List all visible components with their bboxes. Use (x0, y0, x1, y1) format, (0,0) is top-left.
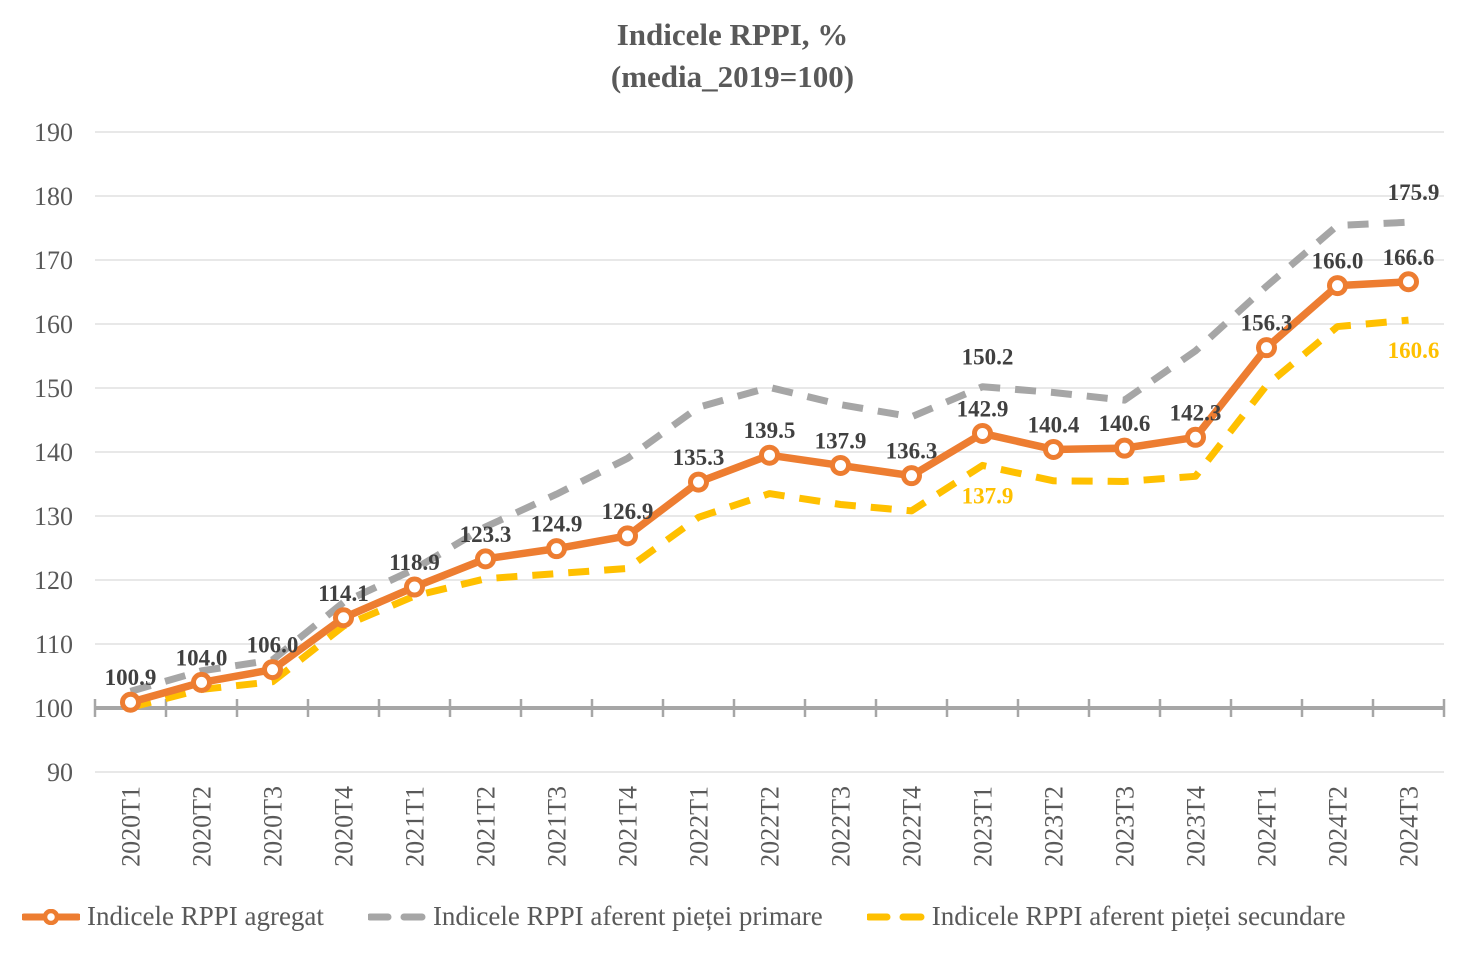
x-axis-tick-label: 2020T3 (259, 786, 288, 867)
data-label: 140.6 (1099, 411, 1151, 436)
chart-title: Indicele RPPI, % (616, 17, 849, 52)
x-axis-tick-label: 2021T4 (614, 786, 643, 867)
data-label: 150.2 (962, 345, 1014, 370)
x-axis-tick-label: 2021T3 (543, 786, 572, 867)
chart-title-block: Indicele RPPI, % (media_2019=100) (0, 14, 1465, 98)
data-label: 139.5 (744, 418, 796, 443)
data-label: 175.9 (1388, 180, 1440, 205)
data-label: 137.9 (962, 483, 1014, 508)
data-point-marker (1256, 337, 1277, 359)
legend-label-secundare: Indicele RPPI aferent pieței secundare (931, 901, 1346, 931)
data-label: 126.9 (602, 499, 654, 524)
data-label: 140.4 (1028, 412, 1080, 437)
legend-dash-gray-icon (367, 913, 426, 920)
legend-line-marker-icon (22, 908, 80, 925)
data-label: 124.9 (531, 512, 583, 537)
y-axis-tick-label: 130 (34, 502, 73, 531)
data-label: 123.3 (460, 522, 512, 547)
data-label: 118.9 (389, 550, 439, 575)
legend-label-agregat: Indicele RPPI agregat (87, 901, 324, 931)
x-axis-tick-label: 2024T2 (1324, 786, 1353, 867)
data-point-marker (475, 548, 496, 570)
data-label: 156.3 (1241, 311, 1293, 336)
data-label: 160.6 (1388, 338, 1440, 363)
data-point-marker (262, 659, 283, 681)
legend-label-primare: Indicele RPPI aferent pieței primare (432, 901, 823, 931)
x-axis-tick-label: 2024T3 (1395, 786, 1424, 867)
data-label: 106.0 (247, 633, 299, 658)
x-axis (93, 699, 1446, 717)
data-point-marker (759, 444, 780, 466)
x-axis-tick-label: 2021T1 (401, 786, 430, 867)
data-label: 114.1 (318, 581, 368, 606)
legend-item-secundare: Indicele RPPI aferent pieței secundare (866, 901, 1346, 932)
y-axis-tick-label: 150 (34, 374, 73, 403)
x-axis-labels: 2020T1 2020T2 2020T3 2020T4 2021T1 2021T2 2021… (117, 786, 1424, 867)
data-labels: 100.9 104.0 106.0 114.1 118.9 123.3 124.9 126.9… (105, 180, 1440, 690)
data-label: 104.0 (176, 645, 228, 670)
x-axis-tick-label: 2022T4 (898, 786, 927, 867)
x-axis-tick-label: 2022T3 (827, 786, 856, 867)
y-axis-tick-label: 110 (35, 630, 73, 659)
x-axis-tick-label: 2023T3 (1111, 786, 1140, 867)
y-axis-tick-label: 190 (34, 118, 73, 147)
data-point-marker (191, 671, 212, 693)
data-point-marker (901, 465, 922, 487)
chart-legend: Indicele RPPI agregat Indicele RPPI afer… (22, 901, 1452, 932)
data-point-marker (1043, 438, 1064, 460)
data-label: 100.9 (105, 665, 157, 690)
data-point-marker (404, 576, 425, 598)
data-point-marker (1398, 271, 1419, 293)
data-label: 135.3 (673, 445, 725, 470)
data-label: 142.3 (1170, 400, 1222, 425)
data-point-marker (830, 454, 851, 476)
x-axis-tick-label: 2020T1 (117, 786, 146, 867)
legend-item-agregat: Indicele RPPI agregat (22, 901, 324, 932)
y-axis-tick-label: 140 (34, 438, 73, 467)
x-axis-tick-label: 2021T2 (472, 786, 501, 867)
legend-item-primare: Indicele RPPI aferent pieței primare (367, 901, 823, 932)
data-point-marker (1185, 426, 1206, 448)
gridlines: 190 180 170 160 150 140 130 120 110 100 90 (34, 118, 1444, 787)
data-label: 142.9 (957, 396, 1009, 421)
data-point-marker (688, 471, 709, 493)
data-point-marker (546, 538, 567, 560)
data-point-marker (972, 422, 993, 444)
series-line-secundare (129, 316, 1409, 711)
data-label: 166.0 (1312, 249, 1364, 274)
x-axis-tick-label: 2020T4 (330, 786, 359, 867)
data-point-marker (120, 691, 141, 713)
y-axis-tick-label: 180 (34, 182, 73, 211)
data-point-marker (333, 607, 354, 629)
y-axis-tick-label: 160 (34, 310, 73, 339)
data-label: 166.6 (1383, 245, 1435, 270)
legend-dash-yellow-icon (866, 913, 925, 920)
series-line-primare (129, 218, 1409, 695)
x-axis-tick-label: 2022T1 (685, 786, 714, 867)
data-point-marker (617, 525, 638, 547)
series-markers-agregat (120, 271, 1419, 713)
data-label: 137.9 (815, 428, 867, 453)
data-point-marker (1327, 275, 1348, 297)
x-axis-tick-label: 2024T1 (1253, 786, 1282, 867)
y-axis-tick-label: 170 (34, 246, 73, 275)
x-axis-tick-label: 2023T2 (1040, 786, 1069, 867)
data-label: 136.3 (886, 439, 938, 464)
x-axis-tick-label: 2020T2 (188, 786, 217, 867)
data-point-marker (1114, 437, 1135, 459)
y-axis-tick-label: 90 (47, 758, 73, 787)
x-axis-tick-label: 2023T1 (969, 786, 998, 867)
x-axis-tick-label: 2023T4 (1182, 786, 1211, 867)
x-axis-tick-label: 2022T2 (756, 786, 785, 867)
y-axis-tick-label: 120 (34, 566, 73, 595)
chart-subtitle: (media_2019=100) (610, 59, 855, 94)
y-axis-tick-label: 100 (34, 694, 73, 723)
